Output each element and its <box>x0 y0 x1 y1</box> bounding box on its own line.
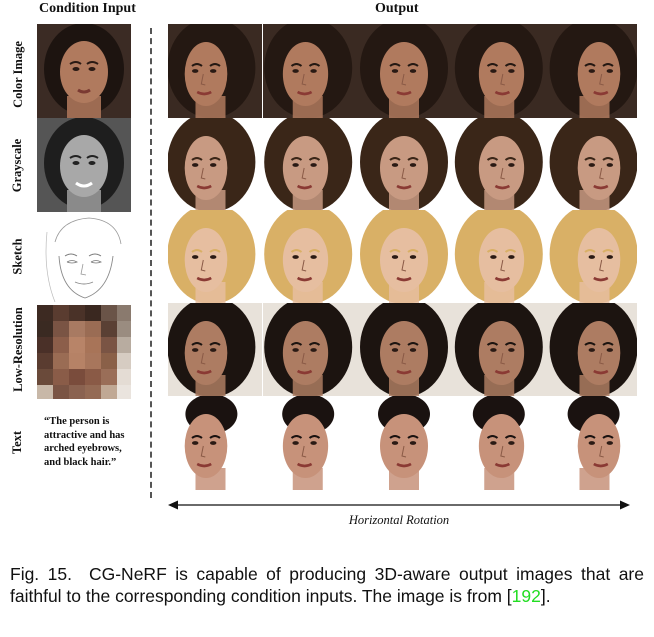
condition-sketch-image <box>37 212 131 306</box>
output-image <box>543 210 637 304</box>
output-header: Output <box>375 1 419 16</box>
output-image <box>357 210 451 304</box>
caption-text: CG-NeRF is capable of producing 3D-aware… <box>10 564 644 606</box>
condition-input-header: Condition Input <box>39 1 136 16</box>
output-image <box>543 303 637 397</box>
output-image <box>357 118 451 212</box>
output-image <box>263 303 357 397</box>
output-image <box>168 303 262 397</box>
figure-caption: Fig. 15. CG-NeRF is capable of producing… <box>10 563 644 607</box>
output-image <box>357 303 451 397</box>
output-image <box>357 24 451 118</box>
output-image <box>263 24 357 118</box>
output-image <box>168 118 262 212</box>
row-label-grayscale: Grayscale <box>10 138 25 192</box>
output-image <box>263 396 357 490</box>
output-image <box>543 24 637 118</box>
caption-ref-close: ]. <box>540 586 551 606</box>
output-image <box>263 118 357 212</box>
output-image <box>450 24 544 118</box>
output-image <box>357 396 451 490</box>
horizontal-rotation-arrow <box>168 500 630 510</box>
row-label-low-resolution: Low-Resolution <box>10 306 25 392</box>
output-image <box>450 210 544 304</box>
condition-grayscale-image <box>37 118 131 212</box>
output-image <box>168 396 262 490</box>
output-image <box>263 210 357 304</box>
row-label-sketch: Sketch <box>10 237 25 275</box>
output-image <box>450 303 544 397</box>
condition-low-resolution-image <box>37 305 131 399</box>
condition-color-image <box>37 24 131 118</box>
dashed-divider <box>150 28 152 498</box>
output-image <box>168 24 262 118</box>
citation-link[interactable]: 192 <box>511 586 541 606</box>
output-image <box>543 118 637 212</box>
caption-ref-open: [ <box>506 586 512 606</box>
rotation-label: Horizontal Rotation <box>348 513 450 527</box>
output-image <box>168 210 262 304</box>
row-label-color-image: Color Image <box>10 40 25 108</box>
output-image <box>543 396 637 490</box>
row-label-text: Text <box>10 430 25 454</box>
output-image <box>450 118 544 212</box>
output-image <box>450 396 544 490</box>
condition-text-prompt: “The person is attractive and has arched… <box>44 416 125 468</box>
figure-label: Fig. 15. <box>10 564 72 584</box>
